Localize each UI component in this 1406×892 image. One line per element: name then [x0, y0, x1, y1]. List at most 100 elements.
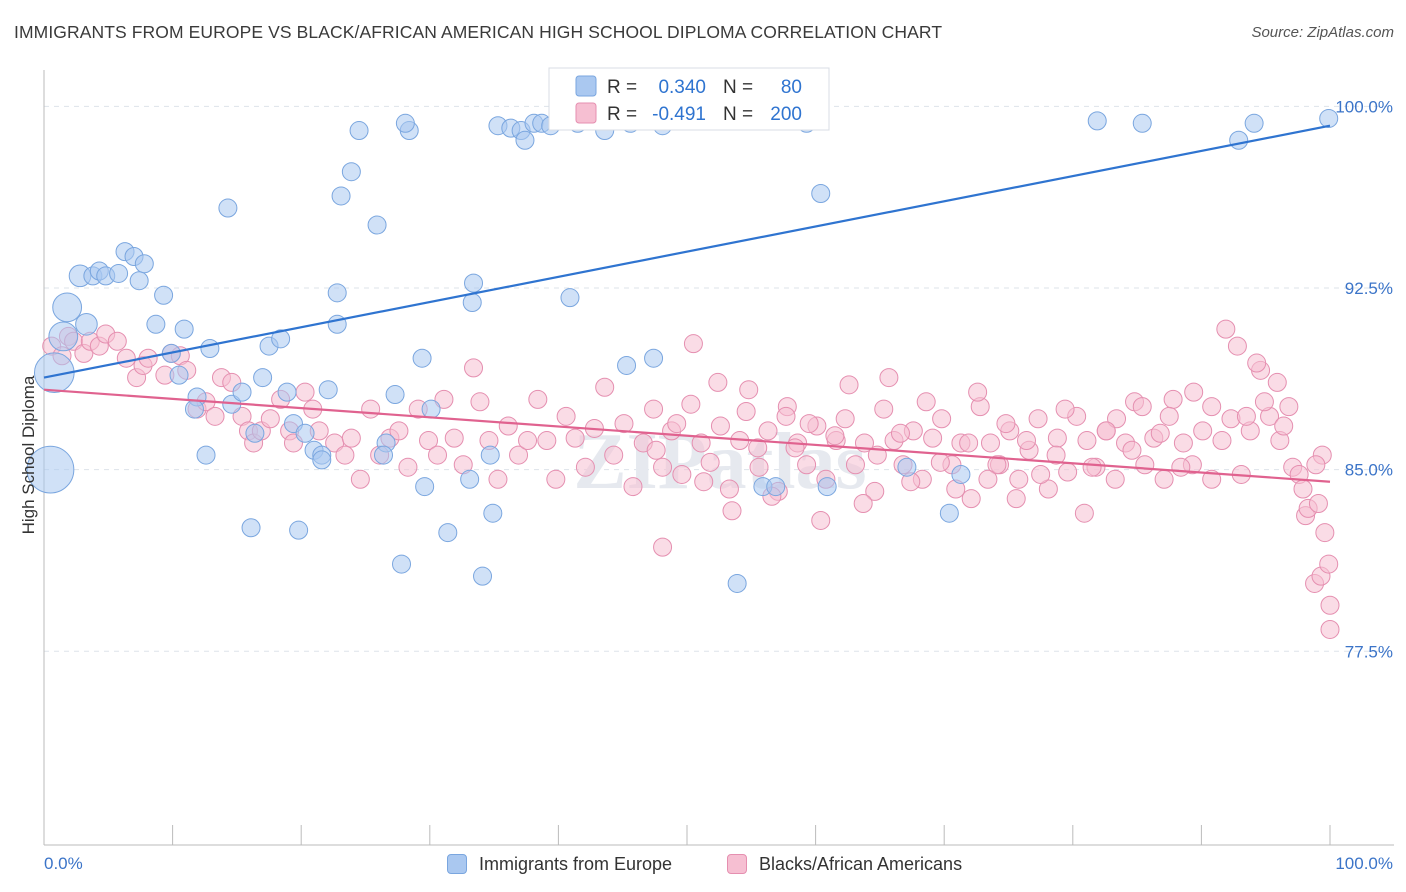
black-african-american-point-67 [644, 399, 664, 419]
black-african-american-point-44 [428, 445, 448, 465]
black-african-american-point-125 [1202, 469, 1222, 489]
trend-line-black-african-american [43, 388, 1331, 483]
black-african-american-point-64 [614, 414, 634, 434]
stats-n-value-2: 200 [770, 104, 802, 125]
black-african-american-point-19 [205, 406, 225, 426]
europe-point-88 [1244, 113, 1264, 133]
black-african-american-point-198 [653, 537, 673, 557]
black-african-american-point-75 [719, 479, 739, 499]
europe-point-82 [897, 457, 917, 477]
black-african-american-point-110 [1058, 462, 1078, 482]
europe-point-46 [374, 445, 394, 465]
black-african-american-point-34 [335, 445, 355, 465]
black-african-american-point-59 [565, 428, 585, 448]
europe-point-41 [312, 450, 332, 470]
legend-item-black[interactable]: Blacks/African Americans [727, 850, 962, 878]
black-african-american-point-177 [930, 452, 950, 472]
series-immigrants-from-europe [26, 108, 1339, 593]
europe-point-36 [318, 380, 338, 400]
stats-r-label-2: R = [607, 104, 637, 125]
stats-r-label-1: R = [607, 77, 637, 98]
black-african-american-point-109 [1047, 428, 1067, 448]
black-african-american-point-62 [595, 377, 615, 397]
europe-point-74 [644, 348, 664, 368]
black-african-american-point-162 [1107, 409, 1127, 429]
black-african-american-point-55 [528, 389, 548, 409]
black-african-american-point-133 [1279, 397, 1299, 417]
europe-point-39 [331, 186, 351, 206]
europe-point-42 [341, 162, 361, 182]
black-african-american-point-146 [1306, 455, 1326, 475]
black-african-american-point-173 [978, 469, 998, 489]
black-african-american-point-68 [653, 457, 673, 477]
europe-point-87 [1229, 130, 1249, 150]
y-tick-label-1: 85.0% [1345, 461, 1393, 480]
black-african-american-point-175 [959, 433, 979, 453]
black-african-american-point-72 [691, 433, 711, 453]
europe-point-72 [617, 355, 637, 375]
black-african-american-point-102 [980, 433, 1000, 453]
black-african-american-point-142 [1319, 554, 1339, 574]
europe-point-30 [271, 329, 291, 349]
europe-point-43 [349, 121, 369, 141]
black-african-american-point-196 [683, 334, 703, 354]
europe-point-4 [75, 312, 98, 336]
black-african-american-point-155 [1202, 397, 1222, 417]
black-african-american-point-168 [1031, 464, 1051, 484]
legend-swatch-europe [447, 854, 467, 874]
black-african-american-point-140 [1308, 494, 1328, 514]
europe-point-21 [184, 399, 204, 419]
europe-point-19 [200, 339, 220, 359]
black-african-american-point-154 [1216, 319, 1236, 339]
x-tick-label-0: 0.0% [44, 854, 83, 873]
black-african-american-point-52 [498, 416, 518, 436]
stats-legend: R = 0.340 N = 80 R = -0.491 N = 200 [548, 67, 830, 131]
black-african-american-point-193 [722, 501, 742, 521]
black-african-american-point-96 [923, 428, 943, 448]
europe-point-58 [473, 566, 493, 586]
black-african-american-point-35 [341, 428, 361, 448]
black-african-american-point-180 [890, 423, 910, 443]
europe-point-81 [817, 477, 837, 497]
black-african-american-point-189 [776, 406, 796, 426]
black-african-american-point-126 [1212, 431, 1232, 451]
europe-point-60 [483, 503, 503, 523]
europe-point-54 [438, 523, 458, 543]
black-african-american-point-48 [464, 358, 484, 378]
stats-n-value-1: 80 [781, 77, 802, 98]
europe-point-64 [515, 130, 535, 150]
black-african-american-point-9 [116, 348, 136, 368]
stats-swatch-blue [575, 75, 597, 97]
black-african-american-point-121 [1163, 389, 1183, 409]
europe-point-76 [727, 573, 747, 593]
legend-item-europe[interactable]: Immigrants from Europe [447, 850, 672, 878]
black-african-american-point-167 [1046, 445, 1066, 465]
black-african-american-point-97 [932, 409, 952, 429]
stats-r-value-1: 0.340 [658, 77, 706, 98]
europe-point-50 [395, 113, 415, 133]
europe-point-28 [253, 368, 273, 388]
black-african-american-point-157 [1171, 457, 1191, 477]
black-african-american-point-183 [853, 494, 873, 514]
europe-point-14 [154, 285, 174, 305]
stats-n-label-1: N = [723, 77, 753, 98]
europe-point-86 [1132, 113, 1152, 133]
stats-n-label-2: N = [723, 104, 753, 125]
black-african-american-point-70 [672, 464, 692, 484]
europe-point-0 [26, 445, 75, 494]
black-african-american-point-148 [1274, 416, 1294, 436]
black-african-american-point-199 [646, 440, 666, 460]
x-tick-label-1: 100.0% [1335, 854, 1393, 873]
legend-swatch-black [727, 854, 747, 874]
black-african-american-point-46 [444, 428, 464, 448]
tick-labels: 77.5% 85.0% 92.5% 100.0% 0.0% 100.0% [44, 97, 1393, 873]
europe-point-26 [245, 423, 265, 443]
europe-point-25 [232, 382, 252, 402]
black-african-american-point-63 [604, 445, 624, 465]
black-african-american-point-120 [1154, 469, 1174, 489]
black-african-american-point-149 [1267, 372, 1287, 392]
black-african-american-point-194 [708, 372, 728, 392]
black-african-american-point-143 [1320, 595, 1340, 615]
europe-point-57 [460, 469, 480, 489]
black-african-american-point-172 [987, 455, 1007, 475]
